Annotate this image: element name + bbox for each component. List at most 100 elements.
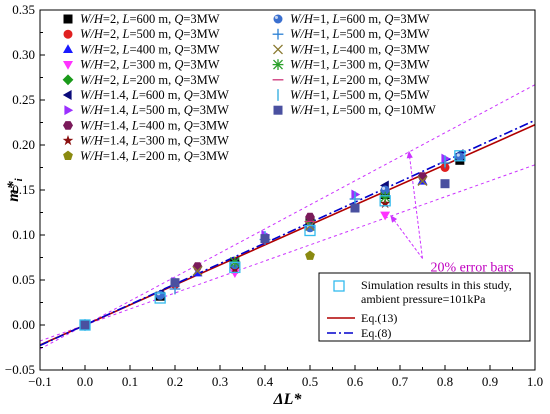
legend-label-13: W/H=1, L=400 m, Q=3MW <box>290 42 430 56</box>
legend-label-5: W/H=2, L=200 m, Q=3MW <box>80 73 220 87</box>
legend-label-15-part-1: W/H <box>290 73 314 87</box>
legend-label-3-part-6: =3MW <box>183 42 219 56</box>
x-tick-label-3: 0.1 <box>122 374 138 389</box>
legend-label-10-part-2: =1.4, <box>103 149 132 163</box>
x-tick-label-5: 0.3 <box>212 374 228 389</box>
legend-label-14-part-6: =3MW <box>393 58 429 72</box>
legend-label-2-part-5: Q <box>174 27 183 41</box>
legend-marker-9 <box>62 135 74 146</box>
legend-label-8-part-4: =400 m, <box>139 118 184 132</box>
legend-label-12-part-4: =500 m, <box>339 27 384 41</box>
legend-label-15-part-2: =1, <box>313 73 333 87</box>
series-17-point-2 <box>170 278 180 288</box>
legend-label-5-part-4: =200 m, <box>129 73 174 87</box>
legend-label-17-part-5: Q <box>384 103 393 117</box>
series-7-point-4 <box>351 189 361 200</box>
legend-label-6-part-5: Q <box>184 88 193 102</box>
y-axis-title-main: m* <box>5 180 22 201</box>
simulation-point-2 <box>154 292 166 304</box>
x-axis-title: ΔL* <box>273 391 303 408</box>
simulation-series <box>79 150 466 331</box>
legend-label-3-part-1: W/H <box>80 42 104 56</box>
legend-label-5-part-3: L <box>121 73 129 87</box>
legend-label-13-part-6: =3MW <box>393 42 429 56</box>
legend-label-12-part-3: L <box>331 27 339 41</box>
y-tick-label-8: 0.30 <box>12 47 35 62</box>
legend-marker-1 <box>63 14 73 24</box>
legend-label-2-part-6: =3MW <box>183 27 219 41</box>
legend-label-3: W/H=2, L=400 m, Q=3MW <box>80 42 220 56</box>
series-17-point-1 <box>80 320 90 330</box>
legend-label-15: W/H=1, L=200 m, Q=3MW <box>290 73 430 87</box>
series-4-point-3 <box>380 211 391 221</box>
legend-label-4-part-3: L <box>121 58 129 72</box>
legend-marker-5 <box>62 74 74 86</box>
plot-area <box>40 84 535 350</box>
legend-label-17-part-3: L <box>331 103 339 117</box>
legend-label-12-part-2: =1, <box>313 27 333 41</box>
legend-label-10-part-6: =3MW <box>193 149 229 163</box>
legend-label-11-part-1: W/H <box>290 12 314 26</box>
legend-label-1: W/H=2, L=600 m, Q=3MW <box>80 12 220 26</box>
y-tick-label-3: 0.05 <box>12 272 35 287</box>
legend-label-8: W/H=1.4, L=400 m, Q=3MW <box>80 118 229 132</box>
line-eq-8- <box>40 119 535 347</box>
legend-marker-2 <box>63 29 73 39</box>
legend-label-5-part-2: =2, <box>103 73 123 87</box>
eq-legend-sim-label-1: Simulation results in this study, <box>361 278 512 292</box>
legend-label-6-part-4: =600 m, <box>139 88 184 102</box>
legend-label-12: W/H=1, L=500 m, Q=3MW <box>290 27 430 41</box>
legend-label-11-part-5: Q <box>384 12 393 26</box>
legend-label-13-part-1: W/H <box>290 42 314 56</box>
simulation-point-6 <box>454 150 466 162</box>
legend-label-3-part-3: L <box>121 42 129 56</box>
x-tick-label-7: 0.5 <box>302 374 318 389</box>
legend-label-2-part-4: =500 m, <box>129 27 174 41</box>
legend-label-16-part-2: =1, <box>313 88 333 102</box>
legend-label-1-part-5: Q <box>174 12 183 26</box>
legend-label-11: W/H=1, L=600 m, Q=3MW <box>290 12 430 26</box>
legend-label-11-part-4: =600 m, <box>339 12 384 26</box>
x-tick-label-11: 0.9 <box>482 374 498 389</box>
series-11-point-5 <box>380 185 390 195</box>
legend-label-2-part-3: L <box>121 27 129 41</box>
legend-label-1-part-4: =600 m, <box>129 12 174 26</box>
legend-label-11-part-6: =3MW <box>393 12 429 26</box>
legend-marker-6 <box>62 90 72 100</box>
legend-label-16-part-1: W/H <box>290 88 314 102</box>
series-17 <box>80 179 450 330</box>
legend-label-17-part-1: W/H <box>290 103 314 117</box>
series-11-point-2-body <box>155 290 165 300</box>
legend-label-13-part-5: Q <box>384 42 393 56</box>
legend-label-2: W/H=2, L=500 m, Q=3MW <box>80 27 220 41</box>
legend-label-15-part-4: =200 m, <box>339 73 384 87</box>
legend-label-16-part-4: =500 m, <box>339 88 384 102</box>
series-17-point-4 <box>350 203 360 213</box>
legend-label-14: W/H=1, L=300 m, Q=3MW <box>290 58 430 72</box>
legend-label-7: W/H=1.4, L=500 m, Q=3MW <box>80 103 229 117</box>
legend-label-12-part-6: =3MW <box>393 27 429 41</box>
legend-label-15-part-3: L <box>331 73 339 87</box>
legend-label-8-part-6: =3MW <box>193 118 229 132</box>
eq-legend-sim-marker <box>333 280 345 292</box>
annotation-arrowhead-2 <box>390 215 398 223</box>
legend-label-3-part-5: Q <box>174 42 183 56</box>
legend-label-6-part-2: =1.4, <box>103 88 132 102</box>
y-tick-label-1: −0.05 <box>5 362 35 377</box>
legend-label-6-part-3: L <box>131 88 139 102</box>
series-11-point-5-shine <box>382 186 386 190</box>
series-14-point-3-b <box>380 192 391 203</box>
legend-label-10-part-3: L <box>131 149 139 163</box>
legend-label-1-part-6: =3MW <box>183 12 219 26</box>
legend-label-17-part-6: =10MW <box>393 103 436 117</box>
legend-label-13-part-4: =400 m, <box>339 42 384 56</box>
simulation-point-5 <box>379 195 391 207</box>
series-13-point-4 <box>417 176 428 186</box>
y-tick-label-9: 0.35 <box>12 2 35 17</box>
series-13-point-2 <box>192 266 203 276</box>
legend-label-2-part-2: =2, <box>103 27 123 41</box>
simulation-point-4 <box>304 224 316 237</box>
legend-label-16-part-3: L <box>331 88 339 102</box>
annotation-arrowhead-1 <box>406 150 413 159</box>
legend-label-4-part-6: =3MW <box>183 58 219 72</box>
